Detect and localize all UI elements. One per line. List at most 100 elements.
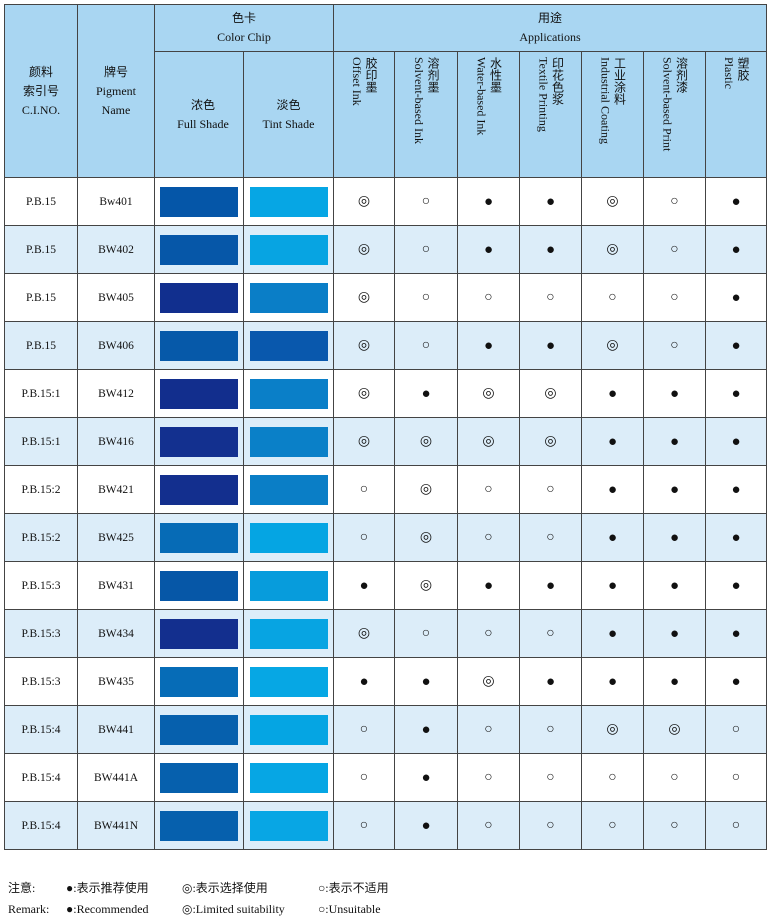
- table-row: P.B.15:4 BW441N ○ ● ○ ○ ○ ○ ○: [4, 801, 767, 850]
- tint-shade-swatch: [249, 234, 328, 265]
- full-shade-swatch: [160, 282, 238, 313]
- unsuitable-icon: ○: [484, 817, 493, 833]
- app-header-zh: 胶印墨: [364, 56, 378, 93]
- application-cell: ●: [705, 513, 767, 562]
- full-shade-cell: [154, 273, 244, 322]
- application-cell: ●: [581, 369, 644, 418]
- full-shade-cell: [154, 801, 244, 850]
- unsuitable-icon: ○: [484, 625, 493, 641]
- application-cell: ○: [519, 465, 582, 514]
- application-cell: ○: [333, 705, 395, 754]
- application-cell: ●: [705, 369, 767, 418]
- ci-number-cell: P.B.15:1: [4, 369, 78, 418]
- recommended-icon: ●: [669, 433, 680, 450]
- application-cell: ○: [394, 321, 458, 370]
- app-header-zh: 溶剂墨: [426, 56, 440, 93]
- tint-shade-swatch: [249, 570, 328, 601]
- application-cell: ●: [705, 177, 767, 226]
- table-row: P.B.15:1 BW412 ◎ ● ◎ ◎ ● ● ●: [4, 369, 767, 418]
- tint-shade-swatch: [249, 282, 328, 313]
- application-cell: ●: [705, 465, 767, 514]
- tint-shade-swatch: [249, 330, 328, 361]
- table-row: P.B.15:4 BW441A ○ ● ○ ○ ○ ○ ○: [4, 753, 767, 802]
- remark-label-zh: 注意:: [8, 881, 36, 895]
- table-row: P.B.15 Bw401 ◎ ○ ● ● ◎ ○ ●: [4, 177, 767, 226]
- app-header-en: Plastic: [722, 56, 736, 89]
- recommended-icon: ●: [669, 673, 680, 690]
- recommended-icon: ●: [421, 721, 431, 738]
- limited-icon: ◎: [668, 721, 681, 737]
- limited-icon: ◎: [606, 337, 619, 353]
- application-cell: ●: [705, 609, 767, 658]
- application-cell: ○: [333, 465, 395, 514]
- unsuitable-icon: ○: [546, 721, 555, 737]
- ci-number-cell: P.B.15:1: [4, 417, 78, 466]
- recommended-icon: ●: [607, 577, 618, 594]
- pigment-name-cell: BW416: [77, 417, 155, 466]
- application-cell: ●: [643, 513, 706, 562]
- tint-shade-cell: [243, 609, 334, 658]
- ci-number-cell: P.B.15:4: [4, 801, 78, 850]
- table-row: P.B.15:3 BW434 ◎ ○ ○ ○ ● ● ●: [4, 609, 767, 658]
- limited-icon: ◎: [357, 625, 371, 641]
- application-cell: ●: [705, 561, 767, 610]
- full-shade-swatch: [160, 714, 238, 745]
- application-cell: ○: [457, 465, 520, 514]
- application-cell: ●: [705, 321, 767, 370]
- application-cell: ○: [705, 705, 767, 754]
- recommended-icon: ●: [545, 337, 556, 354]
- unsuitable-icon: ○: [421, 337, 431, 353]
- unsuitable-icon: ○: [731, 769, 741, 785]
- unsuitable-icon: ○: [484, 481, 493, 497]
- app-header-zh: 印花色浆: [550, 56, 565, 105]
- unsuitable-icon: ○: [546, 769, 555, 785]
- limited-icon: ◎: [357, 289, 371, 305]
- remark-row-zh: 注意: ●:表示推荐使用 ◎:表示选择使用 ○:表示不适用: [8, 878, 389, 899]
- limited-icon: ◎: [419, 529, 433, 545]
- application-cell: ◎: [457, 657, 520, 706]
- full-shade-swatch: [160, 618, 238, 649]
- application-cell: ○: [643, 273, 706, 322]
- application-cell: ◎: [333, 177, 395, 226]
- application-cell: ●: [457, 561, 520, 610]
- pigment-name-cell: BW435: [77, 657, 155, 706]
- full-shade-cell: [154, 417, 244, 466]
- pigment-name-cell: BW406: [77, 321, 155, 370]
- table-row: P.B.15 BW406 ◎ ○ ● ● ◎ ○ ●: [4, 321, 767, 370]
- ci-number-cell: P.B.15:3: [4, 561, 78, 610]
- cino-header-en: C.I.NO.: [21, 102, 61, 117]
- tint-shade-cell: [243, 753, 334, 802]
- tint-shade-swatch: [249, 810, 328, 841]
- pigment-name-cell: BW441A: [77, 753, 155, 802]
- recommended-icon: ●: [545, 673, 556, 690]
- full-shade-cell: [154, 369, 244, 418]
- recommended-icon: ●: [545, 241, 556, 258]
- tint-shade-swatch: [249, 618, 328, 649]
- application-cell: ●: [705, 417, 767, 466]
- tint-shade-swatch: [249, 378, 328, 409]
- full-shade-swatch: [160, 330, 238, 361]
- application-cell: ○: [519, 705, 582, 754]
- app-header-offset: 胶印墨 Offset Ink: [333, 51, 395, 178]
- table-row: P.B.15:2 BW421 ○ ◎ ○ ○ ● ● ●: [4, 465, 767, 514]
- application-cell: ◎: [333, 225, 395, 274]
- application-cell: ●: [643, 657, 706, 706]
- application-cell: ◎: [394, 513, 458, 562]
- remark-label-en: Remark:: [8, 902, 50, 916]
- remark-recommended-en: ●:Recommended: [66, 902, 149, 916]
- recommended-icon: ●: [669, 529, 680, 546]
- application-cell: ◎: [581, 705, 644, 754]
- recommended-icon: ●: [483, 241, 494, 258]
- app-header-plastic: 塑胶 Plastic: [705, 51, 767, 178]
- unsuitable-icon: ○: [546, 289, 555, 305]
- table-row: P.B.15 BW402 ◎ ○ ● ● ◎ ○ ●: [4, 225, 767, 274]
- recommended-icon: ●: [359, 673, 369, 690]
- pigment-name-cell: BW441: [77, 705, 155, 754]
- limited-icon: ◎: [544, 385, 557, 401]
- full-shade-swatch: [160, 666, 238, 697]
- remark-limited-en: ◎:Limited suitability: [182, 902, 285, 916]
- application-cell: ●: [457, 321, 520, 370]
- color-chip-header-zh: 色卡: [231, 11, 256, 25]
- tint-shade-cell: [243, 273, 334, 322]
- full-shade-cell: [154, 321, 244, 370]
